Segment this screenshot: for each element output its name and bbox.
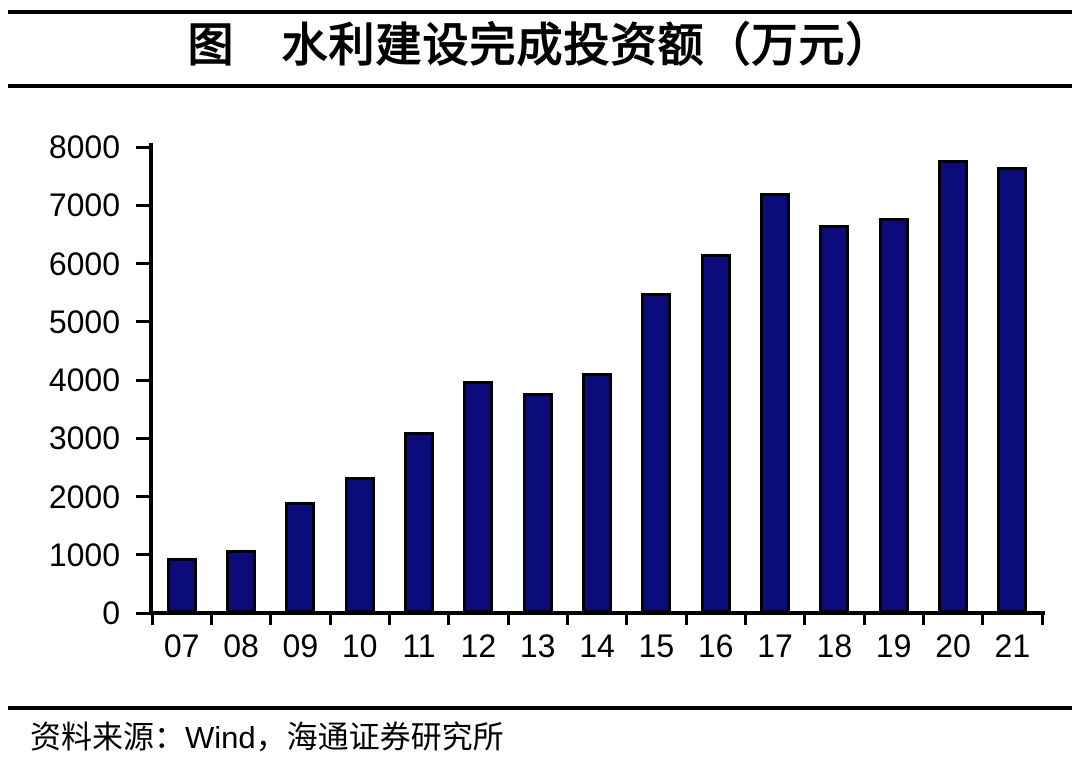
x-axis-line [149,611,1045,615]
x-axis-tick [387,611,391,625]
x-axis-tick [921,611,925,625]
x-axis-tick-label: 15 [638,628,675,664]
y-axis-tick-label: 0 [102,595,120,631]
x-axis-tick [565,611,569,625]
y-axis-tick [136,611,149,615]
y-axis-tick-label: 7000 [48,187,120,224]
y-axis-tick-label: 6000 [48,245,120,282]
x-axis-tick [150,611,154,625]
x-axis-tick-label: 16 [697,628,734,664]
y-axis-tick [136,436,149,440]
bar [285,502,316,613]
y-axis-tick-label: 4000 [48,362,120,398]
y-axis-tick [136,553,149,557]
x-axis-tick [506,611,510,625]
x-axis-tick-label: 10 [341,628,378,664]
y-axis-tick-label: 1000 [48,536,120,573]
bar [819,225,850,613]
y-axis-tick-label: 5000 [48,303,120,340]
x-axis-tick-label: 14 [579,628,615,664]
bar [344,477,375,613]
y-axis-tick-label: 8000 [48,129,120,165]
x-axis-tick-label: 21 [994,628,1031,664]
title-divider [8,84,1072,88]
y-axis-tick [136,495,149,498]
y-axis-tick [136,145,149,149]
x-axis-tick-label: 08 [223,628,259,664]
bar [226,549,256,613]
y-axis-tick [136,320,149,324]
y-axis-tick-label: 3000 [48,420,120,457]
x-axis-tick [1040,611,1044,625]
bar [166,557,197,613]
chart-title: 图 水利建设完成投资额（万元） [187,20,893,71]
x-axis-tick-label: 18 [816,628,853,664]
bar [463,380,494,613]
source-line: 资料来源：Wind，海通证券研究所 [30,715,504,761]
bar [760,193,790,613]
y-axis-tick-label: 2000 [48,478,120,515]
bar [938,159,968,613]
x-axis-tick [862,611,866,625]
bar [582,373,612,613]
y-axis-line [149,143,153,615]
x-axis-tick-label: 17 [757,628,793,664]
x-axis-tick-label: 20 [935,628,971,664]
x-axis-tick-label: 09 [282,628,319,664]
x-axis-tick [269,611,273,625]
x-axis-tick-label: 13 [519,628,556,664]
x-axis-tick-label: 19 [875,628,912,664]
y-axis-tick [136,203,149,207]
x-axis-tick [447,611,451,625]
top-divider [8,10,1072,14]
source-label: 资料来源： [30,720,185,755]
x-axis-tick [625,611,629,625]
x-axis-tick [684,611,688,625]
bar [878,218,909,613]
bar [522,392,553,613]
x-axis-tick [981,611,985,625]
x-axis-tick [743,611,747,625]
bar [997,167,1028,613]
source-divider [8,706,1072,710]
x-axis-tick [328,611,332,625]
x-axis-tick-label: 12 [460,628,497,664]
x-axis-tick [803,611,807,625]
bar [641,292,672,613]
source-wind: Wind [185,720,256,755]
x-axis-tick-label: 11 [402,628,436,664]
y-axis-tick [136,378,149,382]
x-axis-tick [209,611,213,625]
bar [700,254,731,613]
y-axis-tick [136,262,149,265]
bar [404,431,434,613]
source-institute: ，海通证券研究所 [255,720,504,755]
x-axis-tick-label: 07 [163,628,200,664]
